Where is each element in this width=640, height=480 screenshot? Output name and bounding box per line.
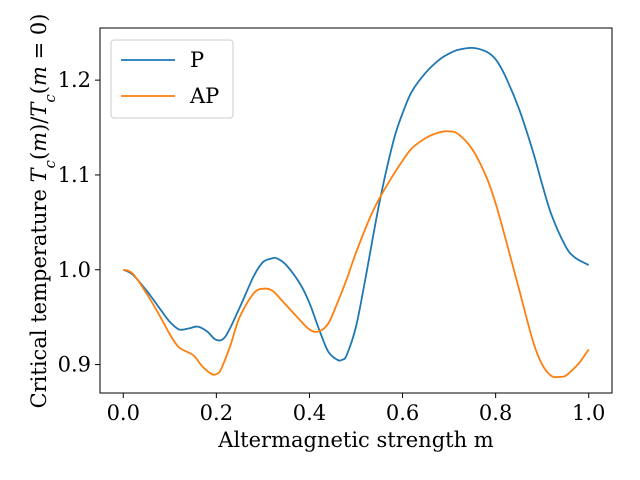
legend: P AP (110, 39, 234, 119)
x-tick-label: 0.4 (293, 401, 326, 425)
y-axis-label: Critical temperature Tc(m)/Tc(m = 0) (27, 14, 59, 409)
x-tick-label: 0.8 (479, 401, 512, 425)
series-lines (122, 46, 590, 379)
x-tick-label: 0.2 (200, 401, 233, 425)
series-line-ap (122, 130, 590, 379)
x-tick-label: 1.0 (572, 401, 605, 425)
legend-label-p: P (190, 48, 204, 72)
y-tick-label: 1.2 (58, 68, 91, 92)
legend-label-ap: AP (189, 84, 219, 108)
axes-frame (99, 27, 613, 394)
axes: 0.0 0.2 0.4 0.6 0.8 1.0 0.9 1.0 1.1 1.2 (58, 27, 613, 425)
y-tick-label: 1.0 (58, 258, 91, 282)
x-axis-label: Altermagnetic strength m (217, 428, 493, 452)
y-tick-label: 1.1 (58, 163, 91, 187)
x-tick-label: 0.6 (386, 401, 419, 425)
x-tick-label: 0.0 (107, 401, 140, 425)
y-tick-label: 0.9 (58, 353, 91, 377)
series-line-p (122, 46, 590, 362)
